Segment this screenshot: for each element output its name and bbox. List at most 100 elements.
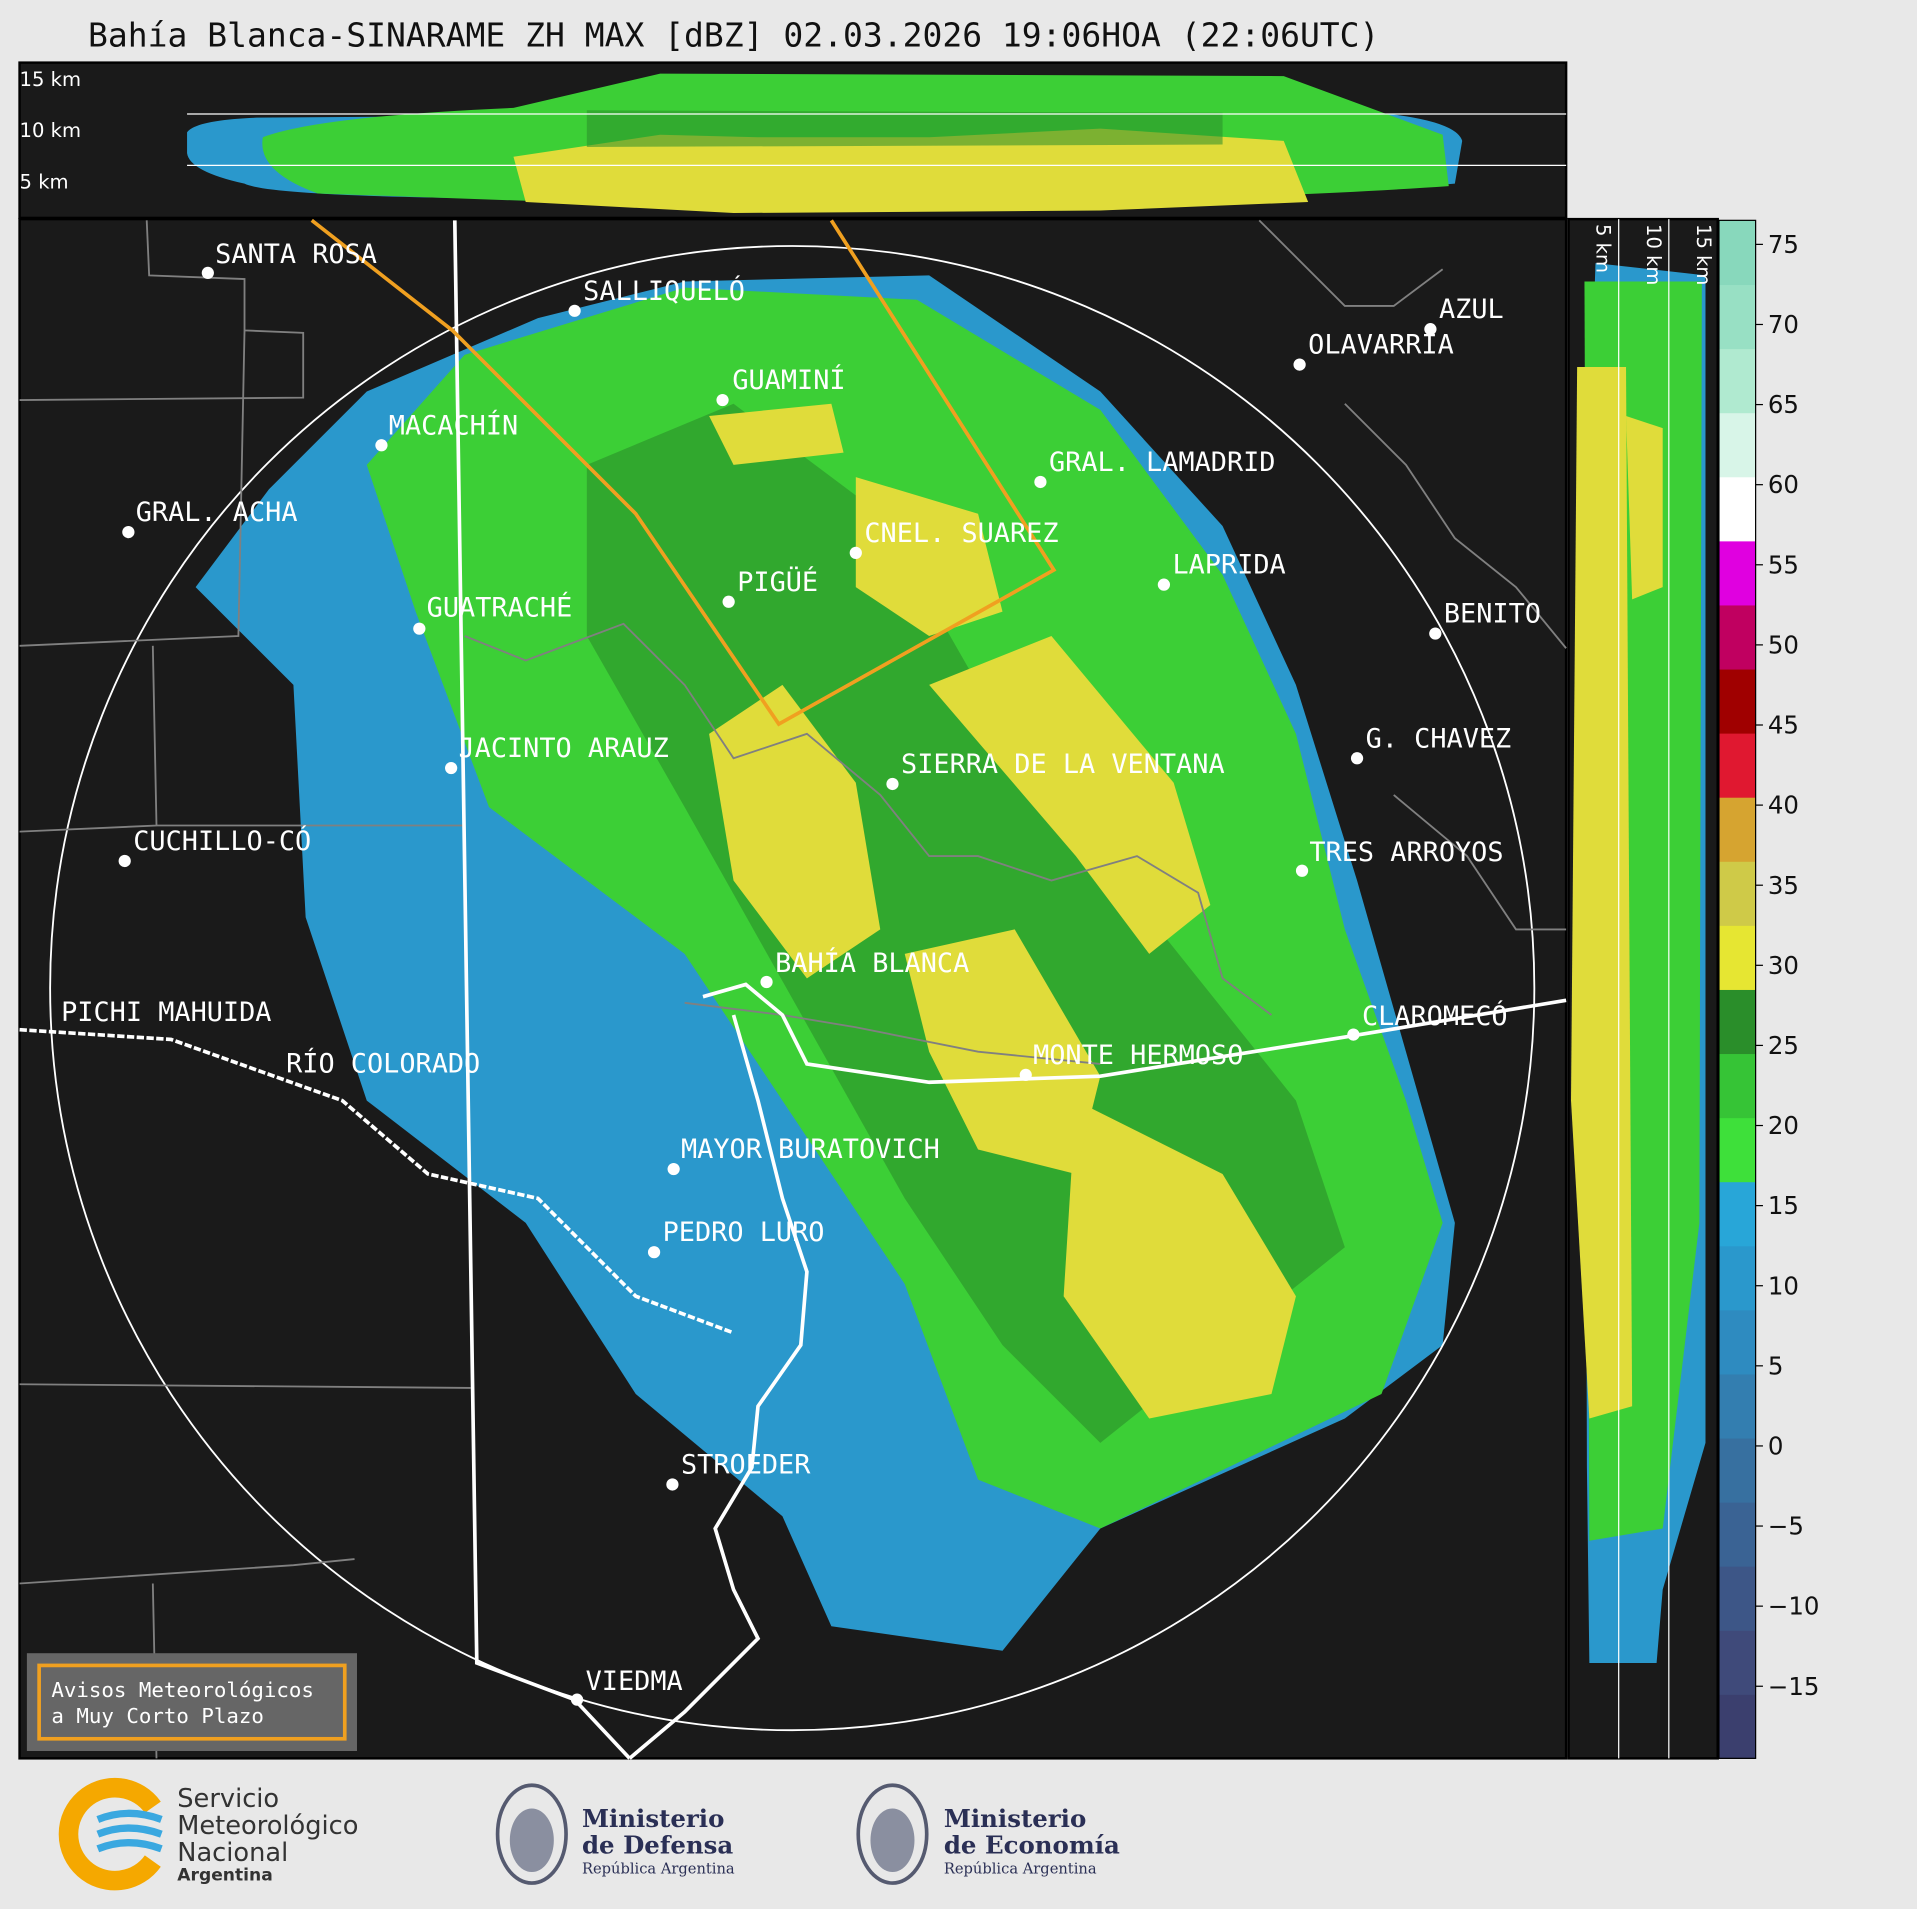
shield (495, 1783, 568, 1885)
colorbar-tick-label: 35 (1768, 871, 1799, 900)
colorbar-tick-label: 25 (1768, 1031, 1799, 1060)
city-label: PICHI MAHUIDA (61, 997, 271, 1028)
colorbar-tick-label: 30 (1768, 951, 1799, 980)
city-dot (1295, 864, 1309, 877)
colorbar-tick-label: 10 (1768, 1271, 1799, 1300)
colorbar-band (1718, 284, 1756, 350)
city-label: MONTE HERMOSO (1033, 1040, 1243, 1071)
colorbar-tick-label: −5 (1768, 1512, 1804, 1541)
colorbar-band (1718, 1309, 1756, 1375)
echo-yellow (1063, 1100, 1296, 1419)
colorbar-band (1718, 861, 1756, 926)
echo-dark-green (586, 110, 1223, 147)
city-label: SANTA ROSA (215, 239, 377, 270)
echo-yellow (855, 477, 1003, 637)
warning-area (310, 218, 1057, 727)
colorbar-tick-label: −15 (1768, 1672, 1820, 1701)
city-label: GUAMINÍ (732, 364, 845, 396)
city-label: JACINTO ARAUZ (458, 733, 668, 764)
colorbar-band (1718, 1502, 1756, 1567)
colorbar-tick-label: 20 (1768, 1111, 1799, 1140)
city-label: LAPRIDA (1172, 550, 1285, 581)
shield-inner (509, 1808, 554, 1873)
city-label: AZUL (1439, 294, 1504, 325)
colorbar-band (1718, 604, 1756, 670)
logo-text: Ministerio (582, 1804, 724, 1833)
city-dot (1424, 323, 1437, 336)
height-label: 15 km (20, 68, 81, 91)
city-dot (886, 777, 899, 791)
colorbar-band (1718, 476, 1756, 542)
colorbar-band (1718, 412, 1756, 478)
colorbar-band (1718, 1630, 1756, 1695)
colorbar-band (1718, 733, 1756, 798)
logo-text: de Defensa (582, 1831, 733, 1860)
title: Bahía Blanca-SINARAME ZH MAX [dBZ] 02.03… (88, 16, 1379, 55)
colorbar-band (1718, 1373, 1756, 1439)
smn-logo-arc (58, 1777, 161, 1891)
logo-text: Meteorológico (177, 1811, 358, 1841)
colorbar-tick-label: 70 (1768, 310, 1799, 339)
city-label: OLAVARRÍA (1308, 329, 1454, 361)
city-label: PIGÜÉ (737, 566, 818, 598)
top-panel: 15 km 10 km 5 km (18, 61, 1568, 220)
colorbar-band (1718, 1053, 1756, 1119)
shield (856, 1783, 929, 1885)
city-label: SALLIQUELÓ (583, 275, 745, 307)
boundary-lines (19, 219, 1567, 1759)
city-dot (570, 1693, 584, 1706)
city-label: MAYOR BURATOVICH (681, 1134, 940, 1165)
colorbar-frame (1718, 219, 1757, 1759)
city-label: BAHÍA BLANCA (775, 947, 969, 979)
logo-text: de Economía (944, 1831, 1120, 1860)
notice-text: a Muy Corto Plazo (51, 1704, 264, 1728)
colorbar-tick-label: 75 (1768, 230, 1799, 259)
colorbar-tick-label: 0 (1768, 1431, 1784, 1460)
colorbar-band (1718, 989, 1756, 1055)
logo-text: República Argentina (944, 1860, 1097, 1877)
height-label: 5 km (1592, 224, 1615, 273)
height-label: 5 km (20, 171, 69, 194)
city-dot (1350, 752, 1364, 765)
notice-border (37, 1663, 347, 1741)
city-dot (760, 975, 773, 989)
province-border (452, 220, 631, 1760)
city-dot (1157, 578, 1171, 591)
colorbar-band (1718, 1245, 1756, 1311)
city-dot (445, 761, 458, 775)
city-dot (1034, 475, 1047, 489)
cities: SANTA ROSA SALLIQUELÓ GUAMINÍ MACACHÍN GRAL.… (61, 239, 1541, 1706)
colorbar-band (1718, 925, 1756, 990)
logo-text: Nacional (177, 1838, 288, 1868)
colorbar-tick-label: 55 (1768, 550, 1799, 579)
logo-text: Ministerio (944, 1804, 1086, 1833)
city-dot (568, 304, 581, 317)
city-dot (716, 393, 729, 407)
colorbar-tick-label: 15 (1768, 1191, 1799, 1220)
shield-inner (870, 1808, 915, 1873)
city-dot (1019, 1068, 1032, 1082)
echo-yellow (1571, 367, 1633, 1419)
river (19, 1027, 735, 1335)
colorbar-tick-label: 65 (1768, 390, 1799, 419)
colorbar-band (1718, 1437, 1756, 1503)
city-label: SIERRA DE LA VENTANA (901, 749, 1225, 780)
colorbar-band (1718, 348, 1756, 414)
colorbar-tick-label: 50 (1768, 630, 1799, 659)
notice-box (26, 1653, 357, 1752)
colorbar-band (1718, 797, 1756, 862)
colorbar-tick-label: 40 (1768, 791, 1799, 820)
city-dot (667, 1162, 680, 1176)
colorbar-band (1718, 1566, 1756, 1631)
side-panel: 5 km 10 km 15 km (1567, 217, 1719, 1760)
city-label: MACACHÍN (389, 409, 518, 441)
city-label: GRAL. LAMADRID (1049, 447, 1276, 478)
echo-yellow (929, 636, 1211, 954)
colorbar-tick-label: 5 (1768, 1351, 1784, 1380)
city-dot (666, 1478, 679, 1491)
city-label: TRES ARROYOS (1309, 837, 1503, 868)
colorbar-tick-label: 45 (1768, 711, 1799, 740)
notice-text: Avisos Meteorológicos (51, 1678, 314, 1702)
colorbar-tick-label: −10 (1768, 1592, 1820, 1621)
